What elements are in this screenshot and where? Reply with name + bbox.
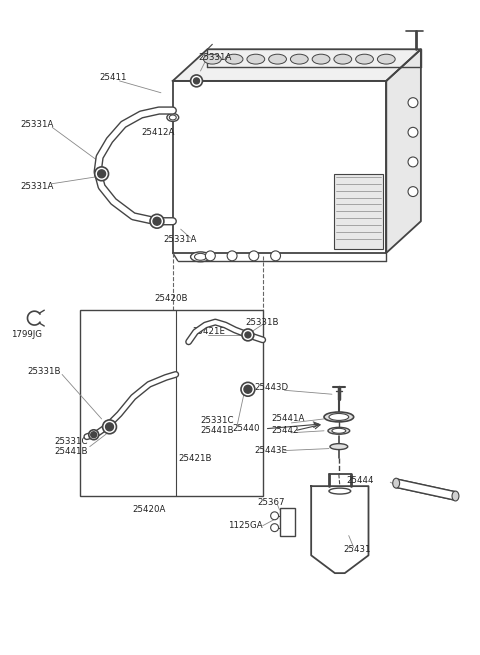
- Bar: [173, 81, 386, 253]
- Ellipse shape: [329, 413, 349, 421]
- Circle shape: [193, 78, 200, 84]
- Circle shape: [271, 251, 280, 261]
- Ellipse shape: [452, 491, 459, 501]
- Ellipse shape: [312, 54, 330, 64]
- Text: 25441A: 25441A: [272, 415, 305, 423]
- Text: 25443E: 25443E: [255, 446, 288, 455]
- Text: 25421B: 25421B: [179, 454, 212, 463]
- Ellipse shape: [324, 412, 354, 422]
- Circle shape: [97, 170, 106, 178]
- Circle shape: [245, 332, 251, 338]
- Text: 25420B: 25420B: [154, 294, 188, 303]
- Circle shape: [153, 217, 161, 225]
- Text: 1799JG: 1799JG: [11, 330, 42, 339]
- Circle shape: [95, 167, 108, 181]
- Polygon shape: [386, 49, 421, 253]
- Bar: [80, 310, 263, 496]
- Text: 25441B: 25441B: [201, 426, 234, 436]
- Ellipse shape: [204, 54, 221, 64]
- Text: 25442: 25442: [272, 426, 299, 436]
- Circle shape: [408, 187, 418, 196]
- Ellipse shape: [393, 478, 400, 488]
- Circle shape: [244, 385, 252, 393]
- Polygon shape: [173, 49, 421, 81]
- Text: 25441B: 25441B: [54, 447, 88, 456]
- Circle shape: [150, 214, 164, 228]
- Polygon shape: [311, 486, 369, 573]
- Ellipse shape: [330, 443, 348, 449]
- Circle shape: [408, 98, 418, 107]
- Ellipse shape: [167, 113, 179, 121]
- Ellipse shape: [191, 252, 210, 262]
- Ellipse shape: [329, 488, 351, 494]
- Circle shape: [249, 251, 259, 261]
- Text: 25331A: 25331A: [21, 120, 54, 129]
- Ellipse shape: [290, 54, 308, 64]
- Circle shape: [89, 430, 99, 440]
- Circle shape: [227, 251, 237, 261]
- Text: 25331A: 25331A: [163, 234, 196, 244]
- Bar: [334, 174, 384, 249]
- Text: 25367: 25367: [258, 498, 285, 508]
- Text: 25331C: 25331C: [54, 437, 88, 446]
- Circle shape: [271, 512, 278, 520]
- Ellipse shape: [269, 54, 287, 64]
- Circle shape: [103, 420, 117, 434]
- Ellipse shape: [377, 54, 395, 64]
- Text: 25440: 25440: [232, 424, 260, 434]
- Ellipse shape: [169, 115, 176, 120]
- Text: 25444: 25444: [347, 476, 374, 485]
- Circle shape: [241, 383, 255, 396]
- Text: 25431: 25431: [344, 545, 372, 554]
- Text: 25412A: 25412A: [141, 128, 175, 137]
- Circle shape: [242, 329, 254, 341]
- Text: 1125GA: 1125GA: [228, 521, 263, 530]
- Circle shape: [408, 157, 418, 167]
- Circle shape: [271, 524, 278, 532]
- Ellipse shape: [356, 54, 373, 64]
- Circle shape: [106, 423, 113, 431]
- Circle shape: [91, 432, 96, 438]
- Text: 25331B: 25331B: [27, 367, 61, 376]
- Ellipse shape: [328, 427, 350, 434]
- Text: 25443D: 25443D: [255, 383, 289, 392]
- Ellipse shape: [194, 253, 206, 260]
- Text: 25331A: 25331A: [21, 182, 54, 191]
- Ellipse shape: [332, 428, 346, 433]
- Circle shape: [191, 75, 203, 87]
- Text: 25331B: 25331B: [245, 318, 278, 327]
- Text: 25411: 25411: [100, 73, 127, 83]
- Text: 25420A: 25420A: [132, 506, 166, 514]
- Circle shape: [408, 127, 418, 138]
- Bar: [279, 508, 295, 536]
- Text: 25331C: 25331C: [201, 417, 234, 425]
- Ellipse shape: [247, 54, 264, 64]
- Ellipse shape: [225, 54, 243, 64]
- Text: 25421E: 25421E: [192, 328, 226, 337]
- Text: 25331A: 25331A: [199, 52, 232, 62]
- Ellipse shape: [334, 54, 352, 64]
- Circle shape: [205, 251, 216, 261]
